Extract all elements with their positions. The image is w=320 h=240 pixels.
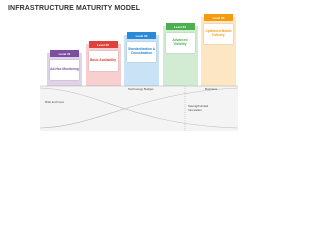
level-column: Level 01 Ad-Hoc Monitoring [47, 50, 82, 86]
level-text: Ad-Hoc Monitoring [50, 60, 79, 80]
level-text: Optimized Mobile Delivery [204, 24, 233, 44]
chart-label: Risk and Cost [45, 100, 64, 104]
level-column: Level 03 Standardization & Consolidation [124, 32, 159, 86]
level-label: Level 02 [88, 41, 118, 48]
budget-curve [39, 87, 239, 129]
slide: INFRASTRUCTURE MATURITY MODEL Level 01 Ad… [0, 0, 240, 135]
level-label: Level 05 [204, 14, 233, 21]
level-text: Standardization & Consolidation [127, 42, 156, 62]
level-text: Advanced Visibility [165, 33, 195, 53]
chart-label: Technology Budget [128, 87, 154, 91]
curves [39, 85, 239, 131]
level-label: Level 01 [50, 50, 79, 57]
title: INFRASTRUCTURE MATURITY MODEL [8, 5, 141, 12]
level-label: Level 04 [165, 23, 195, 30]
chart-label: Business [205, 87, 218, 91]
level-column: Level 04 Advanced Visibility [162, 23, 198, 86]
risk-curve [39, 87, 239, 129]
chart-label: Saving/Funded Innovation [188, 104, 209, 112]
level-text: Basic Availability [88, 51, 118, 71]
level-label: Level 03 [127, 32, 156, 39]
level-column: Level 05 Optimized Mobile Delivery [201, 14, 236, 86]
level-column: Level 02 Basic Availability [85, 41, 121, 86]
